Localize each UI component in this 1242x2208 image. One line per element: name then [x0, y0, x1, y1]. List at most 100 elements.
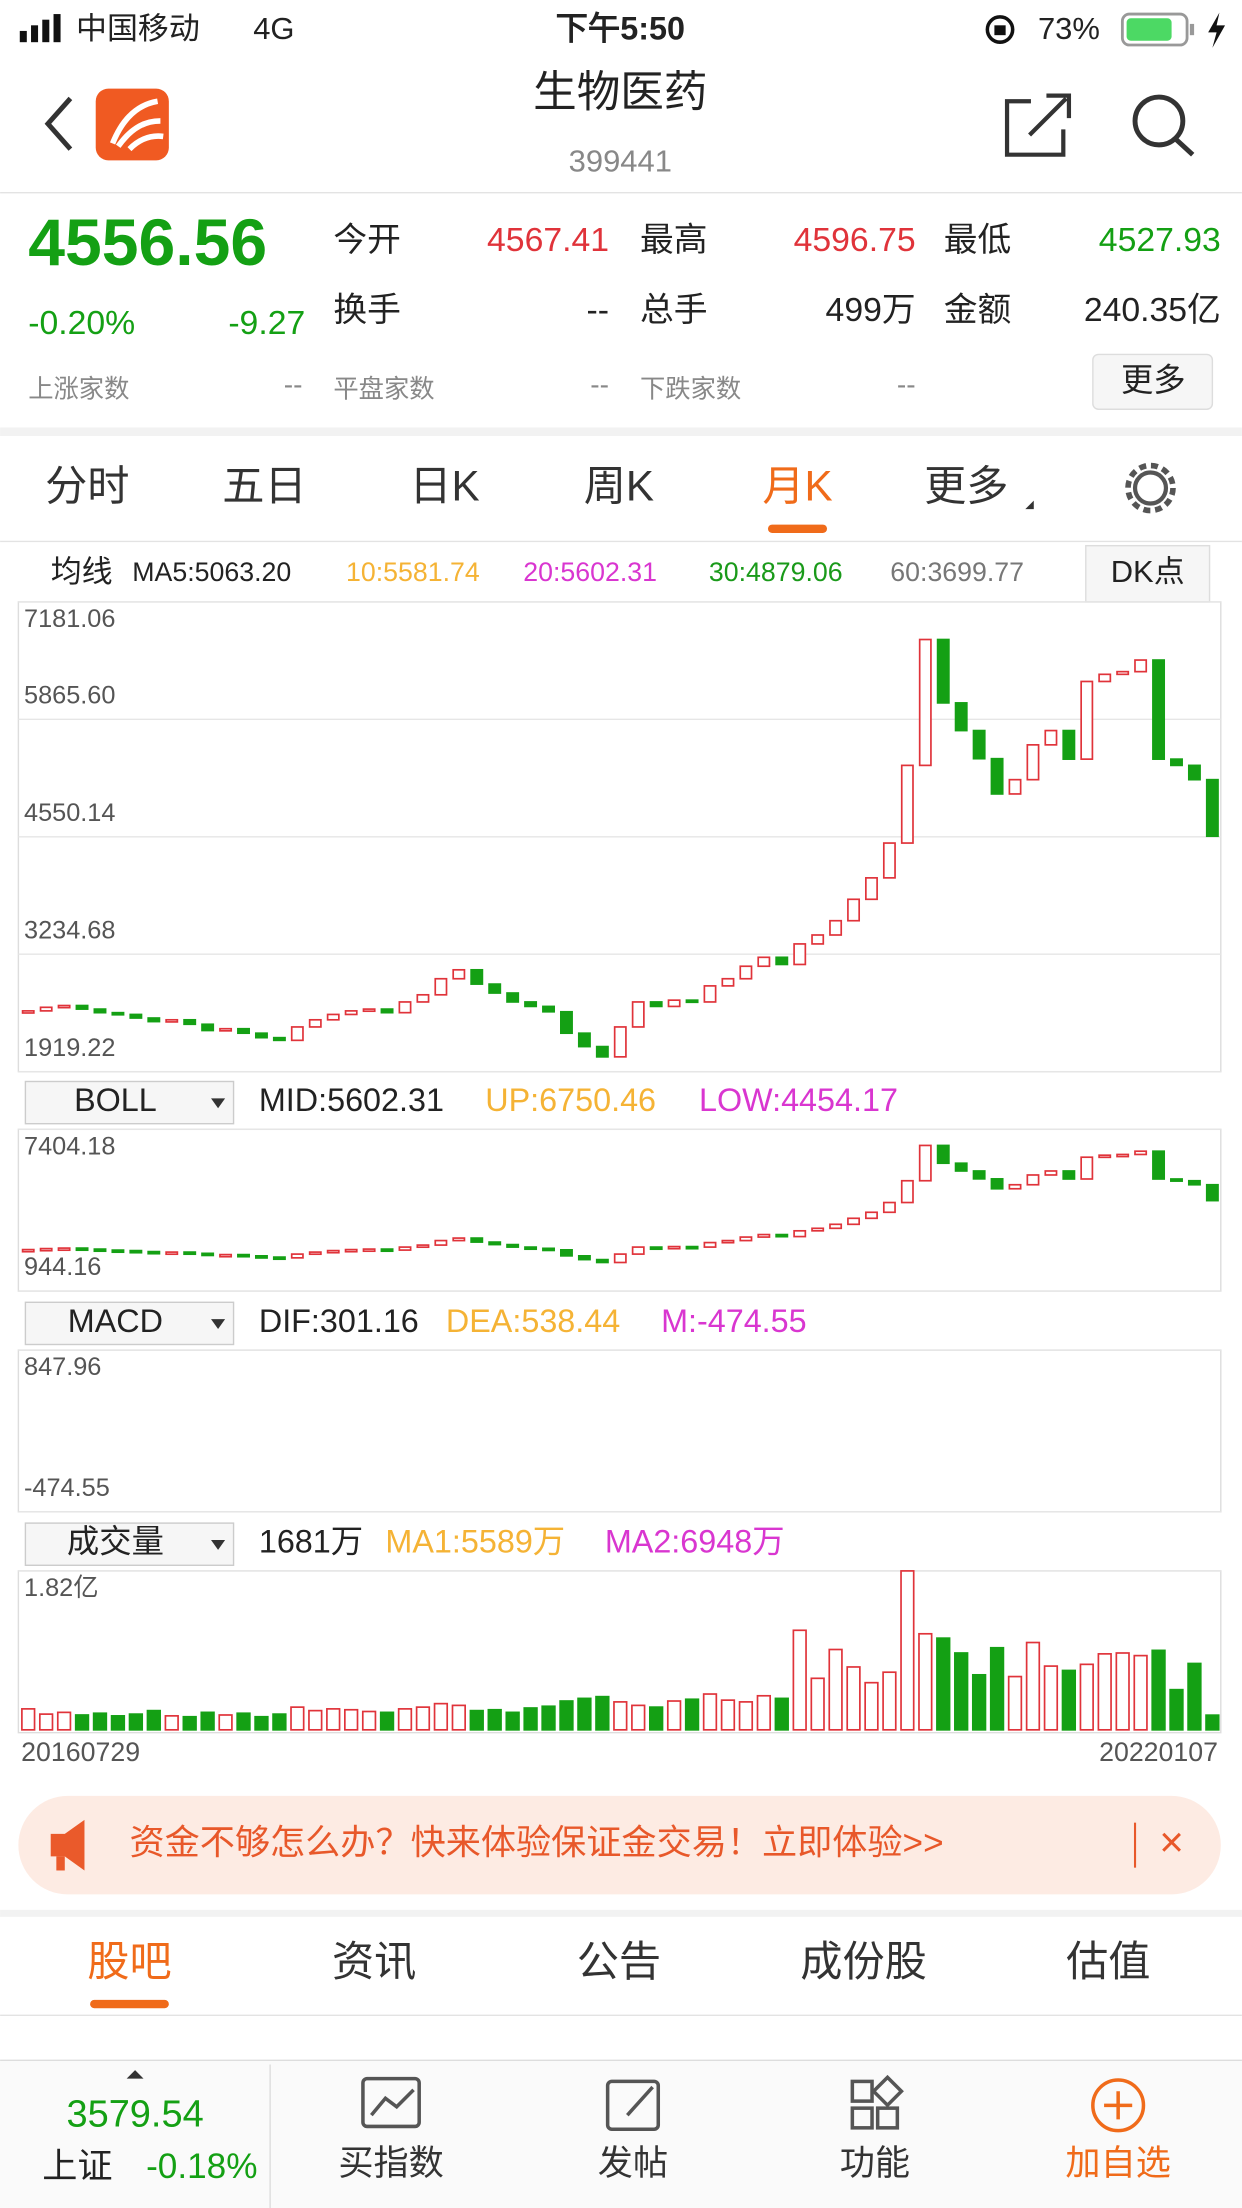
- indicator-select[interactable]: [24, 1301, 235, 1346]
- candle-body: [470, 1237, 484, 1243]
- volume-bar: [254, 1715, 269, 1731]
- y-tick-label: 7181.06: [24, 605, 115, 633]
- volume-bar: [1169, 1688, 1184, 1731]
- more-button[interactable]: [1092, 353, 1214, 410]
- section-tab[interactable]: 资讯: [332, 1938, 416, 1985]
- ma-legend: 均线 DK点 MA5:5063.20 10:5581.74 20:5602.31 30…: [51, 544, 1211, 603]
- field-value: 499万: [826, 291, 916, 329]
- volume-bar: [308, 1709, 323, 1731]
- volume-bar: [541, 1705, 556, 1731]
- dropdown-arrow: [211, 1539, 226, 1550]
- back-button[interactable]: [44, 96, 73, 151]
- section-tab[interactable]: 成份股: [800, 1938, 927, 1985]
- candle-body: [1044, 1170, 1058, 1176]
- y-tick-label: 7404.18: [24, 1132, 115, 1160]
- candle-body: [882, 842, 896, 879]
- index-change[interactable]: -0.18%: [146, 2147, 257, 2186]
- candle-body: [362, 1008, 376, 1013]
- ma-legend-item: 20:5602.31: [523, 557, 657, 587]
- volume-bar: [846, 1666, 861, 1731]
- candle-body: [57, 1004, 71, 1009]
- period-tabs: 分时 五日 日K 周K 月K 更多: [0, 462, 1242, 543]
- y-tick-label: 3234.68: [24, 916, 115, 944]
- volume-bar: [595, 1695, 610, 1731]
- toolbar-button[interactable]: 功能: [840, 2144, 910, 2183]
- indicator-name[interactable]: MACD: [68, 1303, 163, 1339]
- indicator-select[interactable]: [24, 1080, 235, 1125]
- ad-banner[interactable]: 资金不够怎么办？快来体验保证金交易！立即体验>> ×: [18, 1795, 1221, 1895]
- volume-bar: [828, 1648, 843, 1731]
- field-label: 最高: [640, 221, 708, 259]
- indicator-name[interactable]: BOLL: [74, 1082, 157, 1118]
- field-value: --: [284, 369, 303, 400]
- volume-bar: [1151, 1649, 1166, 1731]
- candle-body: [1080, 680, 1094, 760]
- indicator-legend: M:-474.55: [661, 1303, 807, 1339]
- period-tab[interactable]: 更多: [924, 463, 1008, 510]
- share-button[interactable]: [1004, 93, 1072, 157]
- indicator-select[interactable]: [24, 1522, 235, 1566]
- toolbar-button[interactable]: 加自选: [1065, 2144, 1170, 2183]
- dk-button-label[interactable]: DK点: [1111, 554, 1185, 589]
- volume-bar: [146, 1709, 161, 1731]
- field-label: 今开: [333, 221, 401, 259]
- candle-body: [685, 999, 699, 1004]
- ad-text[interactable]: 资金不够怎么办？快来体验保证金交易！立即体验>>: [129, 1823, 943, 1862]
- candle-body: [308, 1251, 322, 1256]
- indicator-legend: LOW:4454.17: [699, 1082, 898, 1118]
- y-tick-label: 4550.14: [24, 799, 115, 827]
- candle-body: [75, 1247, 89, 1252]
- section-tab[interactable]: 估值: [1066, 1938, 1150, 1985]
- volume-bar: [236, 1712, 251, 1731]
- volume-bar: [1097, 1653, 1112, 1731]
- bottom-bar: 3579.54 上证 -0.18% 买指数 发帖 功能 加自选: [0, 2059, 1242, 2208]
- candle-body: [721, 1239, 735, 1244]
- index-name[interactable]: 上证: [42, 2147, 112, 2186]
- candle-body: [613, 1026, 627, 1058]
- volume-bar: [1115, 1652, 1130, 1731]
- candle-body: [39, 1247, 53, 1252]
- more-button-label[interactable]: 更多: [1121, 362, 1186, 398]
- candle-body: [1170, 758, 1183, 767]
- toolbar-button[interactable]: 发帖: [598, 2144, 668, 2183]
- candle-body: [524, 1246, 538, 1251]
- candle-body: [326, 1013, 340, 1021]
- period-tab[interactable]: 月K: [762, 463, 832, 510]
- volume-bar: [1205, 1714, 1220, 1731]
- volume-bar: [918, 1632, 933, 1731]
- candle-body: [398, 1246, 412, 1251]
- candle-body: [147, 1017, 161, 1023]
- settings-button[interactable]: [1125, 462, 1176, 514]
- candle-body: [811, 1227, 825, 1232]
- candle-body: [147, 1250, 161, 1255]
- indicator-name[interactable]: 成交量: [67, 1524, 164, 1560]
- candle-body: [290, 1026, 304, 1042]
- candle-body: [577, 1255, 591, 1261]
- candle-body: [1134, 1150, 1148, 1156]
- candle-body: [595, 1045, 609, 1058]
- period-tab[interactable]: 分时: [45, 463, 129, 510]
- candle-body: [1170, 1178, 1183, 1182]
- volume-bar: [900, 1570, 915, 1731]
- x-tick-label: 20160729: [21, 1737, 140, 1767]
- chart-frame: [17, 1349, 1222, 1513]
- volume-bar: [272, 1713, 287, 1731]
- candle-body: [1026, 744, 1040, 781]
- candle-body: [990, 1178, 1004, 1190]
- period-tab[interactable]: 五日: [222, 463, 306, 510]
- volume-bar: [738, 1701, 754, 1731]
- index-value[interactable]: 3579.54: [66, 2094, 203, 2136]
- field-label: 金额: [944, 291, 1012, 329]
- section-tab[interactable]: 公告: [577, 1938, 661, 1985]
- candle-body: [416, 1244, 430, 1249]
- period-tab[interactable]: 日K: [409, 463, 479, 510]
- section-tab[interactable]: 股吧: [87, 1938, 171, 1985]
- volume-bar: [774, 1697, 789, 1731]
- toolbar-button[interactable]: 买指数: [338, 2144, 443, 2183]
- search-button[interactable]: [1132, 94, 1195, 157]
- ad-close[interactable]: ×: [1159, 1818, 1184, 1865]
- candle-body: [865, 877, 878, 901]
- candle-body: [326, 1249, 340, 1254]
- period-tab[interactable]: 周K: [584, 463, 654, 510]
- change-pct: -0.20%: [28, 304, 135, 342]
